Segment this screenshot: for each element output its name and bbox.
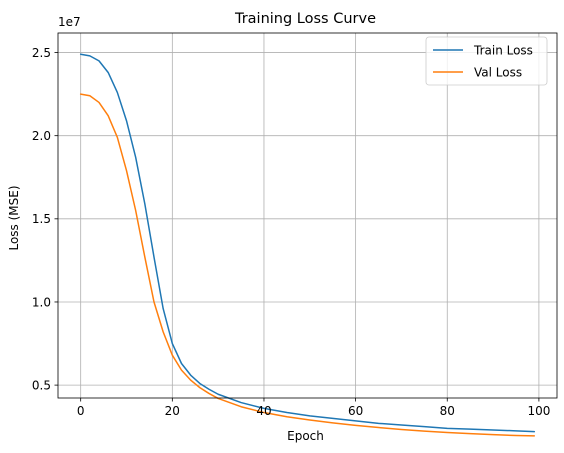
- grid: [58, 33, 557, 398]
- x-tick-label: 20: [165, 404, 180, 418]
- y-tick-label: 2.5: [32, 46, 51, 60]
- legend-box: [425, 36, 548, 86]
- legend-label-train: Train Loss: [473, 44, 533, 58]
- y-tick-label: 2.0: [32, 129, 51, 143]
- legend: Train Loss Val Loss: [425, 36, 548, 86]
- y-offset-label: 1e7: [58, 15, 81, 29]
- x-tick-label: 0: [77, 404, 85, 418]
- y-tick-label: 1.5: [32, 212, 51, 226]
- legend-label-val: Val Loss: [474, 66, 522, 80]
- y-tick-label: 0.5: [32, 378, 51, 392]
- series-line-train-loss: [79, 53, 536, 433]
- x-tick-label: 80: [440, 404, 455, 418]
- series-line-val-loss: [79, 93, 536, 437]
- x-ticks: 0 20 40 60 80 100: [77, 398, 550, 418]
- y-tick-label: 1.0: [32, 295, 51, 309]
- plot-frame: [57, 32, 558, 399]
- x-tick-label: 100: [527, 404, 550, 418]
- x-axis-label: Epoch: [287, 429, 324, 443]
- x-tick-label: 40: [256, 404, 271, 418]
- y-ticks: 0.5 1.0 1.5 2.0 2.5: [32, 46, 58, 392]
- y-axis-label: Loss (MSE): [7, 185, 21, 250]
- chart-title: Training Loss Curve: [234, 11, 376, 27]
- series-lines: [79, 53, 536, 437]
- x-tick-label: 60: [348, 404, 363, 418]
